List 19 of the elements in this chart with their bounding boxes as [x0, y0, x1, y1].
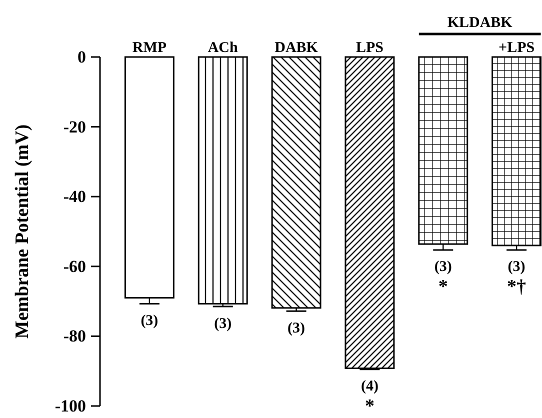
x-tick-label: LPS: [356, 40, 384, 56]
y-tick-label: -20: [63, 117, 86, 136]
annotation: (3) *†: [507, 259, 527, 298]
y-tick-label: -80: [63, 326, 86, 346]
annotation: (3) *: [434, 259, 452, 298]
annotation: (4) *: [360, 378, 378, 418]
x-tick-label: DABK: [274, 40, 318, 56]
annotation: (3): [214, 316, 232, 332]
text: KLDABK: [447, 15, 513, 31]
y-tick-label: -100: [54, 396, 86, 416]
x-tick-label: ACh: [208, 40, 239, 56]
y-tick-label: 0: [78, 47, 86, 66]
y-axis-title: Membrane Potential (mV): [12, 124, 33, 339]
annotation: (3): [140, 312, 158, 329]
y-tick-label: -40: [63, 187, 86, 206]
annotation: (3): [288, 320, 306, 336]
x-tick-label: +LPS: [498, 40, 535, 56]
x-tick-label: RMP: [132, 40, 167, 56]
y-tick-label: -60: [63, 256, 86, 276]
